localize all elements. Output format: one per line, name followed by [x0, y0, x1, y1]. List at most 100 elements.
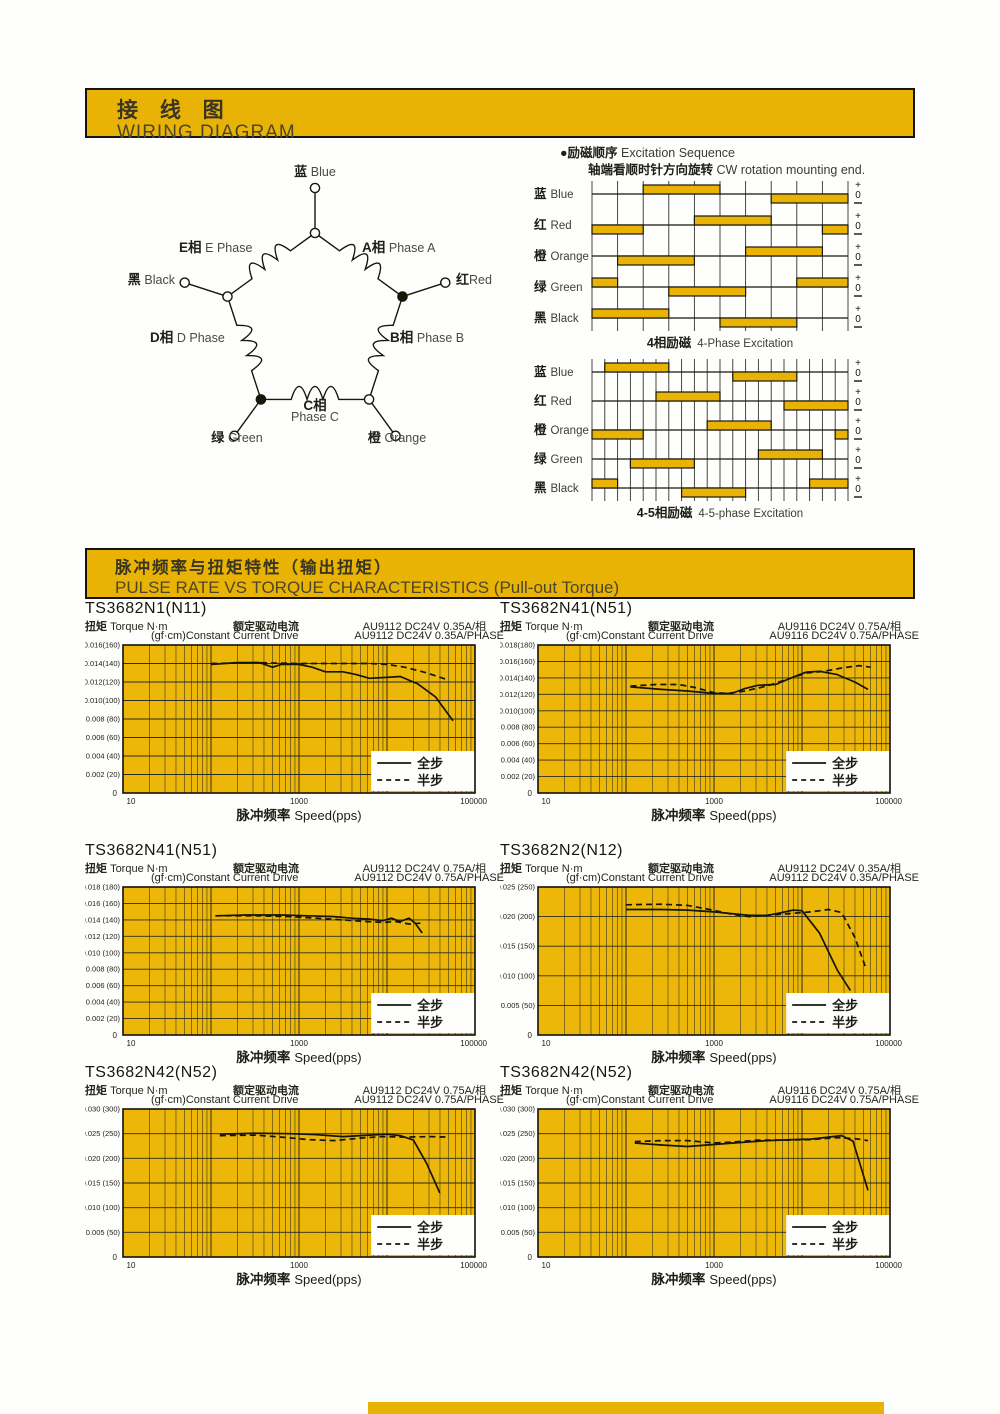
level-zero: 0 [855, 190, 861, 201]
excitation-bar [783, 400, 849, 411]
legend-full-step: 全步 [831, 998, 858, 1013]
x-tick-1000: 1000 [290, 1261, 308, 1270]
drive-spec-1: AU9112 DC24V 0.35A/相 [777, 863, 901, 875]
y-tick-label: 0.020 (200) [500, 1154, 535, 1163]
plot-border [122, 886, 476, 1036]
x-tick-100000: 100000 [460, 1039, 487, 1048]
curve-dashed [630, 664, 871, 695]
y-tick-label: 0.020 (200) [85, 1154, 120, 1163]
plot-border [122, 1108, 476, 1258]
drive-spec-1: AU9112 DC24V 0.75A/相 [362, 863, 486, 875]
drive-spec-2: AU9116 DC24V 0.75A/PHASE [769, 630, 919, 642]
drive-spec-1: AU9116 DC24V 0.75A/相 [777, 621, 901, 633]
phase-label-d: D相 D Phase [150, 330, 225, 345]
drive-label-en: Constant Current Drive [185, 630, 299, 642]
y-zero-label: 0 [113, 1253, 118, 1262]
torque-chart-block-1: TS3682N1(N11) 扭矩 Torque N·m 额定驱动电流 AU911… [85, 600, 504, 826]
y-tick-label: 0.004 (40) [86, 998, 121, 1007]
legend-full-step: 全步 [416, 1220, 443, 1235]
level-plus: + [855, 474, 861, 485]
plot-border [122, 644, 476, 794]
pentagon-wiring-schematic [179, 182, 451, 442]
phase-row-label: 蓝 Blue [534, 364, 574, 379]
y-tick-label: 0.030 (300) [85, 1106, 120, 1114]
level-plus: + [855, 445, 861, 456]
plot-border [537, 1108, 891, 1258]
drive-label-cn: 额定驱动电流 [233, 621, 299, 633]
model-title: TS3682N2(N12) [500, 842, 623, 859]
y-tick-label: 0.025 (250) [500, 1129, 535, 1138]
torque-chart-block-2: TS3682N41(N51) 扭矩 Torque N·m 额定驱动电流 AU91… [500, 600, 919, 823]
excitation-caption: 4相励磁 4-Phase Excitation [647, 335, 793, 350]
terminal-label-green: 绿 Green [211, 430, 263, 445]
x-tick-100000: 100000 [460, 797, 487, 806]
y-tick-label: 0.004 (40) [86, 752, 121, 761]
x-tick-1000: 1000 [705, 1261, 723, 1270]
level-plus: + [855, 273, 861, 284]
y-tick-label: 0.016(160) [85, 642, 120, 650]
excitation-bar [642, 184, 721, 195]
y-tick-label: 0.025 (250) [85, 1129, 120, 1138]
y-tick-label: 0.005 (50) [501, 1001, 536, 1010]
torque-plot: 0.018(180) 0.016(160) 0.014(140) 0.012(120)… [500, 642, 903, 823]
x-axis-label: 脉冲频率 Speed(pps) [650, 1049, 776, 1065]
model-title: TS3682N42(N52) [500, 1064, 633, 1081]
legend-full-step: 全步 [831, 1220, 858, 1235]
y-tick-label: 0.008 (80) [86, 965, 121, 974]
phase-label-c-en: Phase C [291, 410, 339, 424]
level-zero: 0 [855, 314, 861, 325]
terminal-label-orange: 橙 Orange [367, 430, 427, 445]
torque-chart-block-3: TS3682N41(N51) 扭矩 Torque N·m 额定驱动电流 AU91… [85, 842, 504, 1068]
gfcm-label: (gf·cm) [151, 630, 186, 642]
x-tick-10: 10 [127, 797, 136, 806]
excitation-bar [706, 420, 772, 431]
y-tick-label: 0.010 (100) [85, 948, 120, 957]
drive-spec-2: AU9116 DC24V 0.75A/PHASE [769, 1094, 919, 1106]
banner2-title-en: PULSE RATE VS TORQUE CHARACTERISTICS (Pu… [115, 578, 620, 597]
excitation-subheading: 轴端看顺时针方向旋转 CW rotation mounting end. [588, 163, 866, 177]
curve-solid [215, 914, 423, 934]
banner1-title-en: WIRING DIAGRAM [117, 122, 296, 143]
y-zero-label: 0 [528, 789, 533, 798]
x-tick-100000: 100000 [875, 797, 902, 806]
legend-half-step: 半步 [832, 773, 858, 788]
excitation-grid [591, 359, 849, 501]
legend-full-step: 全步 [831, 756, 858, 771]
y-tick-label: 0.012 (120) [85, 932, 120, 941]
legend-full-step: 全步 [416, 756, 443, 771]
curve-dashed [625, 903, 867, 968]
terminal-label-red: 红Red [456, 272, 492, 287]
y-tick-label: 0.010(100) [85, 696, 120, 705]
drive-spec-1: AU9112 DC24V 0.75A/相 [362, 1085, 486, 1097]
excitation-bar [796, 277, 849, 288]
x-axis-label: 脉冲频率 Speed(pps) [235, 1049, 361, 1065]
x-axis-label: 脉冲频率 Speed(pps) [235, 807, 361, 823]
torque-chart-block-4: TS3682N2(N12) 扭矩 Torque N·m 额定驱动电流 AU911… [500, 842, 919, 1068]
x-axis-label: 脉冲频率 Speed(pps) [235, 1271, 361, 1287]
y-tick-label: 0.015 (150) [85, 1179, 120, 1188]
phase-row-label: 橙 Orange [534, 248, 589, 263]
y-zero-label: 0 [113, 1031, 118, 1040]
excitation-chart-4phase: 蓝 Blue +0 红 Red +0 橙 Orange +0 绿 Green +0 黑 Black +0 4相… [534, 180, 862, 350]
phase-label-a: A相 Phase A [362, 240, 436, 255]
y-tick-label: 0.018 (180) [85, 884, 120, 892]
excitation-bar [757, 449, 823, 460]
excitation-bar [629, 458, 696, 469]
phase-label-c-cn: C相 [303, 398, 327, 413]
x-axis-label: 脉冲频率 Speed(pps) [650, 1271, 776, 1287]
x-tick-100000: 100000 [875, 1261, 902, 1270]
level-zero: 0 [855, 368, 861, 379]
phase-row-label: 橙 Orange [534, 422, 589, 437]
level-zero: 0 [855, 221, 861, 232]
y-tick-label: 0.014(140) [500, 673, 535, 682]
phase-row-label: 红 Red [534, 217, 572, 232]
banner1-title-cn: 接 线 图 [117, 99, 232, 122]
wiring-diagram-banner: 接 线 图 WIRING DIAGRAM [85, 88, 915, 143]
y-tick-label: 0.010 (100) [85, 1203, 120, 1212]
y-zero-label: 0 [113, 789, 118, 798]
level-plus: + [855, 180, 861, 191]
torque-plot: 0.025 (250) 0.020 (200) 0.015 (150) 0.010 (… [500, 884, 903, 1065]
